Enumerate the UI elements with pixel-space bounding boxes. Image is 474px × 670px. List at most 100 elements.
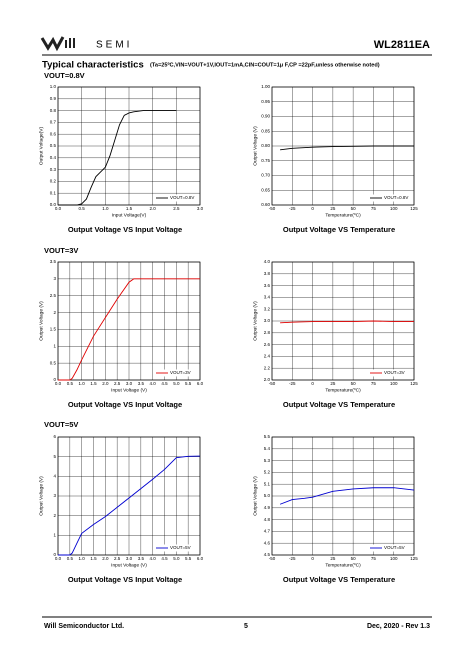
x-tick-label: 6.0 xyxy=(197,381,204,386)
section-label: VOUT=3V xyxy=(44,246,78,255)
x-tick-label: 5.0 xyxy=(173,556,180,561)
x-tick-label: 75 xyxy=(371,206,377,211)
section-label: VOUT=0.8V xyxy=(44,71,85,80)
legend-box xyxy=(368,544,412,552)
x-tick-label: 5.5 xyxy=(185,556,192,561)
x-tick-label: 2.0 xyxy=(102,556,109,561)
y-tick-label: 0.75 xyxy=(261,158,270,163)
x-tick-label: 100 xyxy=(390,556,398,561)
plot-frame xyxy=(271,436,415,556)
x-tick-label: 5.0 xyxy=(173,381,180,386)
x-tick-label: 2.5 xyxy=(114,556,121,561)
x-tick-label: 1.5 xyxy=(90,556,97,561)
x-tick-label: 50 xyxy=(351,556,357,561)
series-line xyxy=(280,320,414,324)
y-tick-label: 3.5 xyxy=(50,259,57,264)
x-tick-label: 0 xyxy=(311,381,314,386)
y-tick-label: 0.3 xyxy=(50,167,57,172)
y-tick-label: 5 xyxy=(53,454,56,459)
x-axis-label: Temperature(ºC) xyxy=(325,387,361,393)
y-tick-label: 3.6 xyxy=(264,283,271,288)
x-tick-label: 3.0 xyxy=(126,556,133,561)
x-tick-label: 5.5 xyxy=(185,381,192,386)
plot-frame xyxy=(57,261,201,381)
x-axis-label: Temperature(ºC) xyxy=(325,562,361,568)
footer-page: 5 xyxy=(244,623,248,630)
y-tick-label: 1.5 xyxy=(50,327,57,332)
y-tick-label: 0.65 xyxy=(261,187,270,192)
y-tick-label: 0.6 xyxy=(50,131,57,136)
x-tick-label: 125 xyxy=(410,206,418,211)
x-tick-label: 4.5 xyxy=(161,556,168,561)
y-tick-label: 0.85 xyxy=(261,128,270,133)
y-axis-label: Output Voltage (V) xyxy=(252,126,258,166)
y-tick-label: 5.0 xyxy=(264,493,271,498)
y-tick-label: 4.8 xyxy=(264,517,271,522)
chart-caption: Output Voltage VS Input Voltage xyxy=(68,225,182,234)
legend-box xyxy=(154,194,198,202)
y-tick-label: 2.0 xyxy=(264,377,271,382)
x-tick-label: 2.5 xyxy=(173,206,180,211)
y-tick-label: 0.2 xyxy=(50,179,57,184)
x-axis-label: Temperature(ºC) xyxy=(325,212,361,218)
y-tick-label: 6 xyxy=(53,434,56,439)
x-tick-label: 0.0 xyxy=(55,206,62,211)
y-axis-label: Output Voltage (V) xyxy=(38,301,44,341)
series-line xyxy=(58,110,177,206)
y-tick-label: 5.1 xyxy=(264,481,271,486)
y-tick-label: 4.9 xyxy=(264,505,271,510)
y-tick-label: 3 xyxy=(53,276,56,281)
plot-frame xyxy=(271,261,415,381)
x-axis-label: Input Voltage (V) xyxy=(111,387,147,393)
section-label: VOUT=5V xyxy=(44,420,78,429)
y-tick-label: 5.3 xyxy=(264,458,271,463)
x-tick-label: 1.5 xyxy=(90,381,97,386)
legend-label: VOUT=0.8V xyxy=(170,195,194,200)
footer-company: Will Semiconductor Ltd. xyxy=(44,623,124,630)
x-tick-label: 75 xyxy=(371,556,377,561)
x-tick-label: 0.5 xyxy=(79,206,86,211)
x-tick-label: 2.0 xyxy=(150,206,157,211)
x-tick-label: 3.0 xyxy=(197,206,204,211)
y-tick-label: 2.5 xyxy=(50,293,57,298)
y-tick-label: 5.4 xyxy=(264,446,271,451)
y-tick-label: 4.7 xyxy=(264,529,271,534)
legend-box xyxy=(368,369,412,377)
legend-label: VOUT=3V xyxy=(170,370,191,375)
legend-box xyxy=(154,369,198,377)
y-tick-label: 4 xyxy=(53,474,56,479)
y-tick-label: 2.4 xyxy=(264,354,271,359)
y-tick-label: 2.8 xyxy=(264,330,271,335)
chart-caption: Output Voltage VS Temperature xyxy=(283,225,395,234)
x-tick-label: 75 xyxy=(371,381,377,386)
y-tick-label: 2 xyxy=(53,310,56,315)
section-title: Typical characteristics xyxy=(42,60,144,71)
series-line xyxy=(280,145,414,151)
y-tick-label: 3.0 xyxy=(264,318,271,323)
y-tick-label: 0.4 xyxy=(50,155,57,160)
y-tick-label: 0.5 xyxy=(50,360,57,365)
x-tick-label: 125 xyxy=(410,381,418,386)
y-tick-label: 4.5 xyxy=(264,552,271,557)
y-axis-label: Output Voltage (V) xyxy=(38,476,44,516)
y-tick-label: 1 xyxy=(53,343,56,348)
x-tick-label: 0 xyxy=(311,206,314,211)
chart-caption: Output Voltage VS Input Voltage xyxy=(68,400,182,409)
x-axis-label: Input Voltage(V) xyxy=(112,212,147,218)
x-tick-label: 3.5 xyxy=(138,556,145,561)
chart-caption: Output Voltage VS Temperature xyxy=(283,575,395,584)
x-tick-label: 125 xyxy=(410,556,418,561)
x-tick-label: -25 xyxy=(289,556,296,561)
y-tick-label: 0.60 xyxy=(261,202,270,207)
y-tick-label: 0.8 xyxy=(50,108,57,113)
series-line xyxy=(58,455,201,556)
x-tick-label: 4.5 xyxy=(161,381,168,386)
x-tick-label: 3.0 xyxy=(126,381,133,386)
y-tick-label: 0.0 xyxy=(50,202,57,207)
y-tick-label: 0.5 xyxy=(50,143,57,148)
plot-frame xyxy=(57,86,201,206)
y-tick-label: 4.6 xyxy=(264,540,271,545)
legend-box xyxy=(154,544,198,552)
x-tick-label: 25 xyxy=(330,556,336,561)
legend-label: VOUT=5V xyxy=(170,545,191,550)
